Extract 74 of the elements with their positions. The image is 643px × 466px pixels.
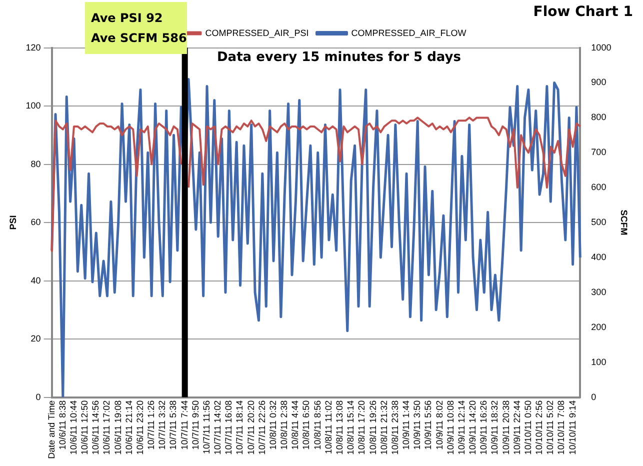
x-tick-label: 10/7/11 5:38 [168, 400, 178, 450]
x-tick-label: 10/8/11 23:38 [390, 400, 400, 455]
x-tick-label: 10/9/11 12:14 [456, 400, 466, 455]
x-tick-label: 10/8/11 11:02 [323, 400, 334, 454]
y-tick-label: 20 [30, 334, 41, 344]
x-tick-label: 10/9/11 20:38 [500, 400, 511, 455]
x-tick-label: 10/9/11 22:44 [512, 400, 522, 455]
y2-tick-label: 400 [591, 252, 606, 262]
x-tick-label: 10/10/11 9:14 [567, 400, 578, 455]
x-tick-label: 10/7/11 16:08 [224, 400, 234, 455]
y-tick-label: 0 [36, 392, 41, 402]
x-tick-label: 10/6/11 8:38 [57, 400, 68, 450]
x-tick-label: 10/10/11 0:50 [522, 400, 533, 455]
text: Ave PSI 92 [91, 10, 164, 27]
y2-tick-label: 200 [591, 322, 606, 332]
x-tick-label: 10/9/11 10:08 [445, 400, 456, 455]
legend-label: COMPRESSED_AIR_FLOW [351, 28, 467, 38]
y-tick-label: 40 [30, 275, 41, 286]
x-tick-label: 10/8/11 15:14 [346, 400, 356, 455]
x-tick-label: 10/7/11 7:44 [179, 400, 190, 450]
y2-tick-label: 100 [591, 356, 606, 367]
y2-tick-label: 600 [591, 182, 606, 192]
y-tick-label: 80 [30, 158, 41, 169]
x-tick-label: 10/6/11 21:14 [124, 400, 134, 455]
y-tick-label: 100 [26, 100, 41, 111]
x-tick-label: 10/10/11 5:02 [545, 400, 556, 455]
x-tick-label: 10/6/11 23:20 [134, 400, 145, 455]
y2-tick-label: 800 [591, 112, 606, 122]
y-axis-title: PSI [8, 215, 18, 230]
x-tick-label: 10/6/11 17:02 [102, 400, 112, 455]
x-tick-label: 10/8/11 8:56 [312, 400, 322, 450]
x-tick-label: 10/8/11 17:20 [356, 400, 367, 455]
x-tick-label: 10/7/11 3:32 [157, 400, 168, 450]
annotation: Data every 15 minutes for 5 days [217, 50, 462, 65]
x-tick-label: 10/9/11 16:26 [478, 400, 489, 455]
x-tick-label: 10/10/11 7:08 [556, 400, 566, 455]
y-tick-label: 120 [26, 42, 41, 52]
x-tick-label: 10/8/11 19:26 [368, 400, 378, 455]
x-tick-label: 10/9/11 5:56 [423, 400, 434, 450]
y2-tick-label: 500 [591, 217, 606, 228]
x-tick-label: 10/7/11 20:20 [246, 400, 256, 455]
x-tick-label: 10/8/11 6:50 [301, 400, 312, 450]
y2-axis-title: SCFM [619, 210, 630, 236]
text: Ave SCFM 586 [91, 30, 187, 47]
x-tick-label: 10/7/11 14:02 [212, 400, 223, 455]
x-tick-label: 10/8/11 0:32 [268, 400, 278, 450]
y2-tick-label: 300 [591, 286, 606, 297]
x-tick-label: 10/8/11 21:32 [378, 400, 389, 455]
x-tick-label: 10/9/11 18:32 [490, 400, 500, 455]
x-tick-label: 10/6/11 19:08 [112, 400, 123, 455]
y2-tick-label: 0 [591, 392, 596, 402]
y-tick-label: 60 [30, 217, 41, 228]
x-tick-label: 10/7/11 1:26 [146, 400, 156, 450]
x-tick-label: 10/6/11 10:44 [68, 400, 78, 455]
x-tick-label: 10/9/11 8:02 [434, 400, 444, 450]
x-tick-label: 10/8/11 2:38 [279, 400, 290, 450]
x-tick-label: 10/8/11 13:08 [334, 400, 344, 455]
x-tick-label: 10/7/11 9:50 [190, 400, 200, 450]
x-tick-label: 10/6/11 12:50 [80, 400, 90, 455]
x-tick-label: 10/8/11 4:44 [290, 400, 300, 450]
x-tick-label: 10/6/11 14:56 [90, 400, 101, 455]
x-tick-label: 10/9/11 1:44 [401, 400, 412, 450]
x-tick-label: 10/10/11 2:56 [534, 400, 544, 455]
y2-tick-label: 900 [591, 77, 606, 88]
legend-label: COMPRESSED_AIR_PSI [205, 28, 309, 38]
x-tick-label: 10/9/11 3:50 [412, 400, 422, 450]
x-tick-label: 10/9/11 14:20 [468, 400, 478, 455]
x-tick-label: 10/7/11 22:26 [256, 400, 267, 455]
x-tick-label: 10/7/11 18:14 [234, 400, 245, 455]
x-tick-label: Date and Time [46, 400, 56, 459]
y2-tick-label: 700 [591, 147, 606, 158]
y2-tick-label: 1000 [591, 42, 612, 52]
x-tick-label: 10/7/11 11:56 [201, 400, 212, 454]
chart-title: Flow Chart 1 [533, 4, 633, 20]
